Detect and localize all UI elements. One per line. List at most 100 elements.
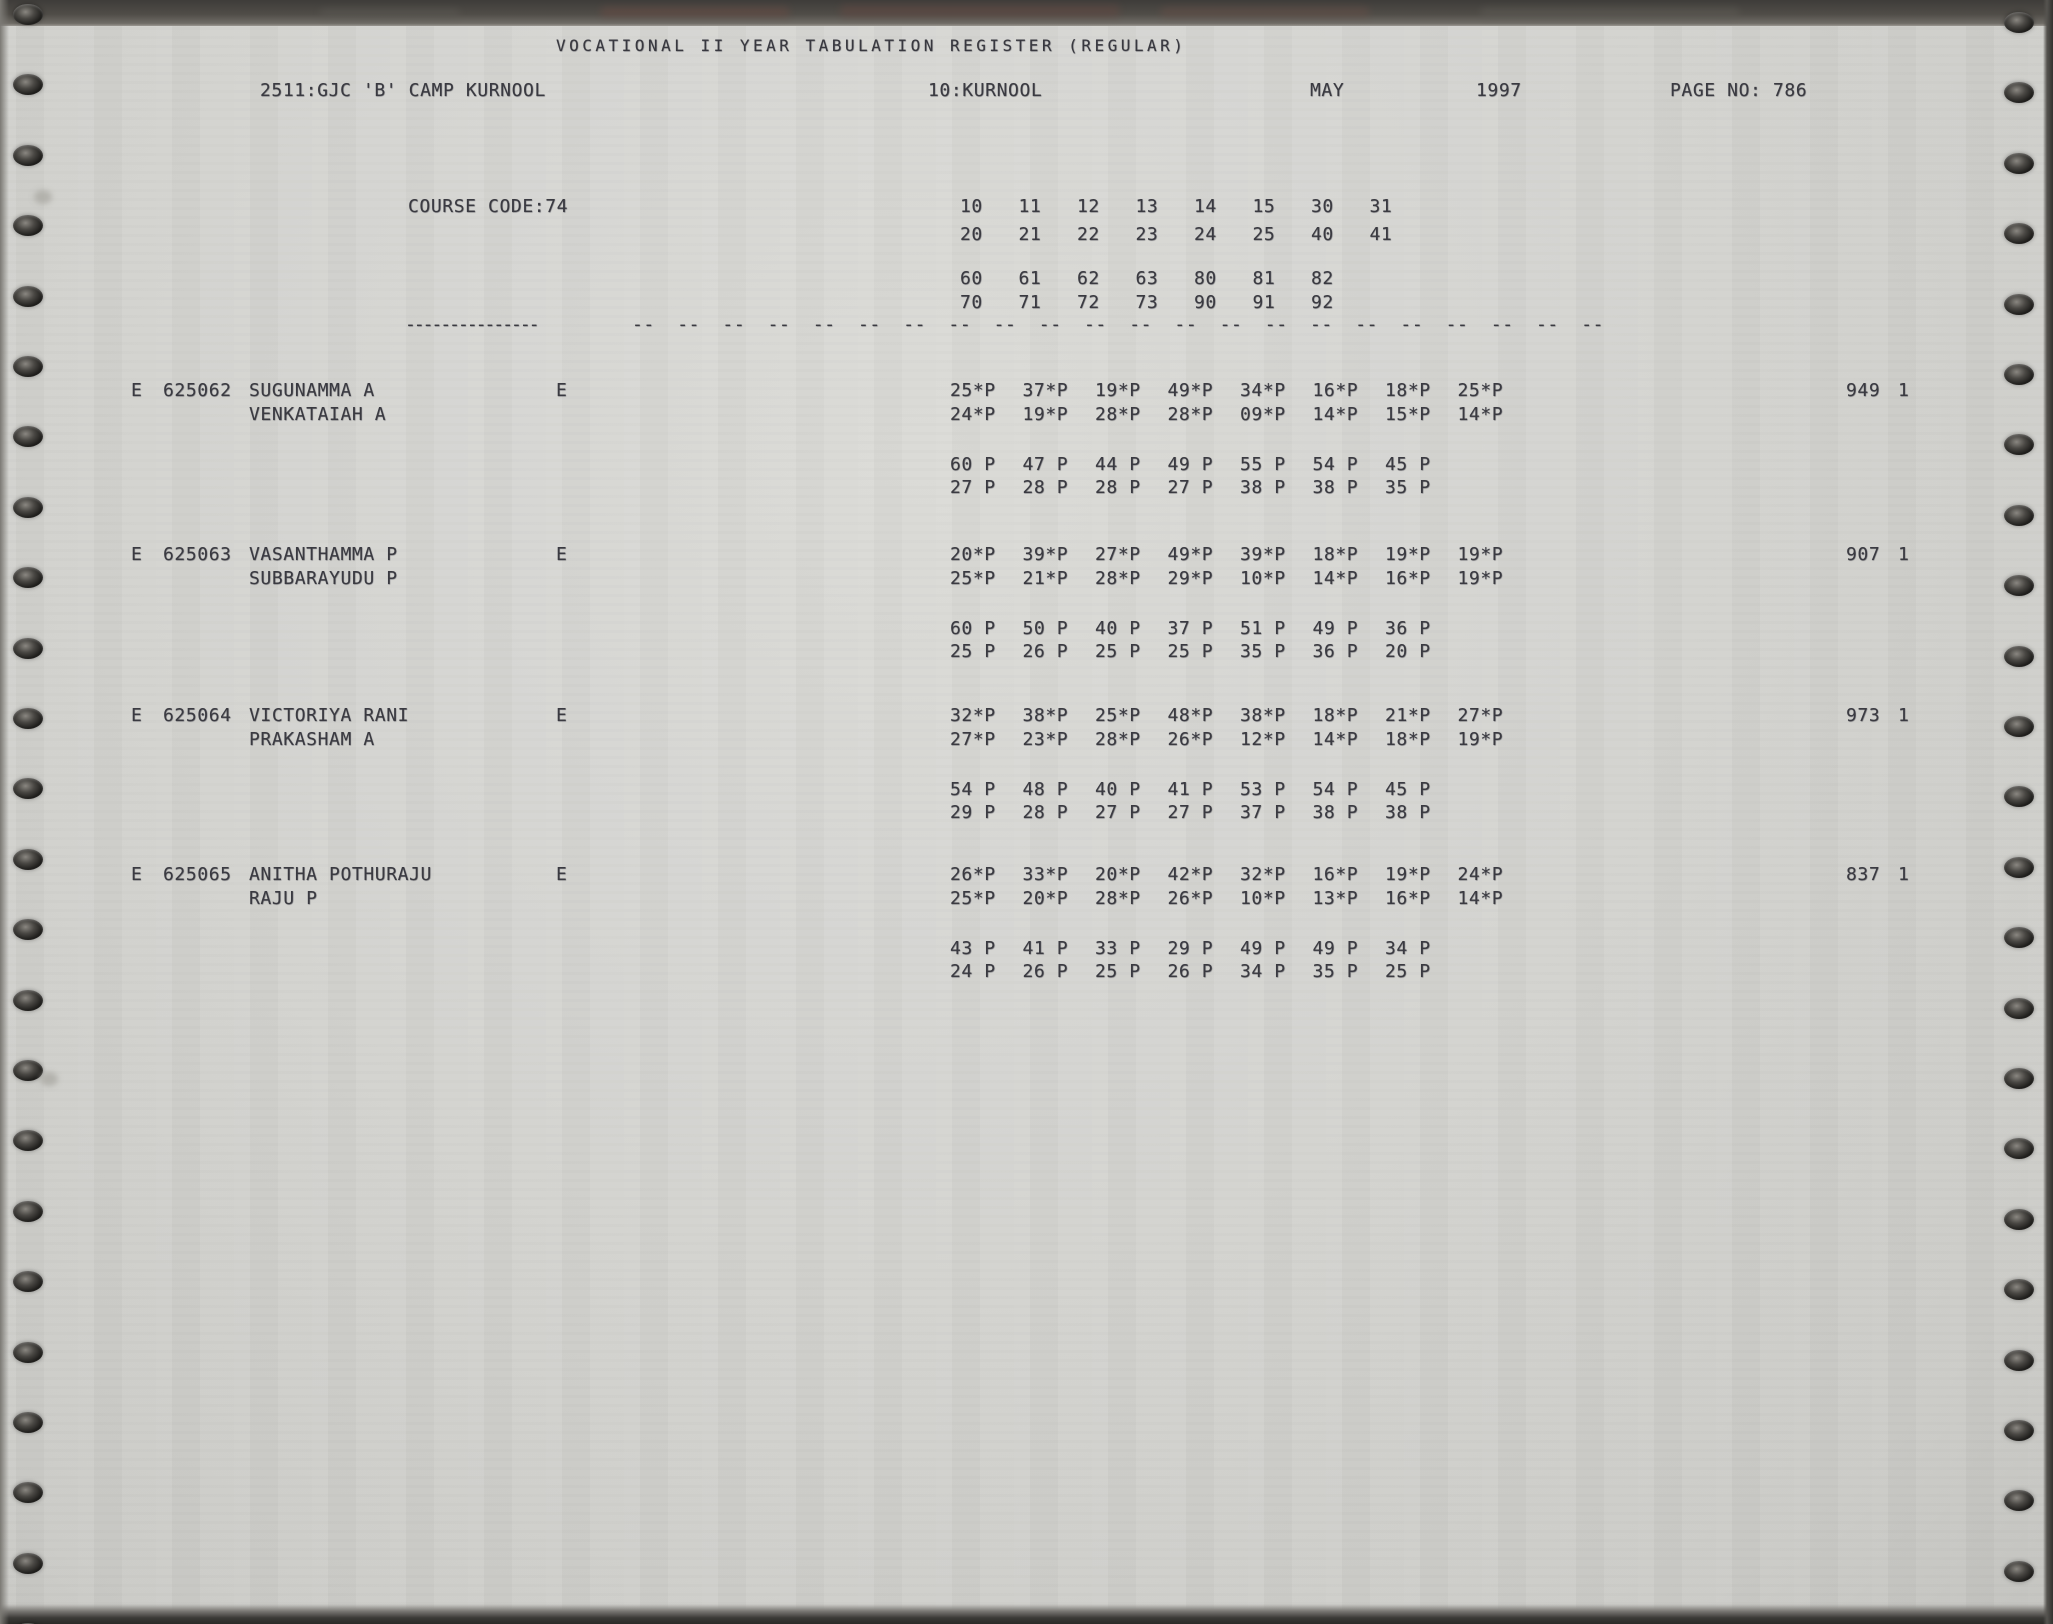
marks-cell: 20*P [1095, 864, 1141, 885]
marks-cell: 27 P [1095, 802, 1141, 823]
student-lang-flag: E [556, 380, 568, 401]
marks-cell: 35 P [1312, 961, 1359, 982]
student-total-marks: 907 [1846, 544, 1881, 565]
page-right-edge [2043, 0, 2053, 1624]
marks-cell: 26 P [1022, 641, 1069, 662]
marks-cell: 28*P [1095, 888, 1141, 909]
student-result-flag: 1 [1898, 705, 1910, 726]
marks-cell: 10*P [1240, 568, 1286, 589]
marks-cell: 27 P [1167, 802, 1214, 823]
marks-cell: 38*P [1022, 705, 1069, 726]
marks-cell: 18*P [1312, 544, 1359, 565]
sprocket-hole [2004, 1138, 2034, 1160]
sprocket-hole [2004, 223, 2034, 245]
student-regno: 625062 [163, 380, 232, 401]
student-name: VASANTHAMMA P [249, 544, 398, 565]
report-title: VOCATIONAL II YEAR TABULATION REGISTER (… [556, 36, 1187, 55]
subject-code: 61 [1018, 268, 1042, 289]
subject-code: 73 [1135, 292, 1159, 313]
marks-cell: 40 P [1095, 779, 1141, 800]
subject-code: 15 [1252, 196, 1276, 217]
marks-cell: 25 P [1095, 961, 1141, 982]
marks-cell: 19*P [1095, 380, 1141, 401]
sprocket-hole [13, 74, 43, 96]
student-name: VICTORIYA RANI [249, 705, 410, 726]
separator-dash-pair: -- [632, 314, 655, 335]
marks-cell: 24 P [950, 961, 996, 982]
marks-cell: 49 P [1240, 938, 1286, 959]
subject-code: 31 [1369, 196, 1393, 217]
separator-dash-pair: -- [1038, 314, 1062, 335]
separator-dash-pair: -- [993, 314, 1017, 335]
marks-cell: 19*P [1457, 544, 1504, 565]
sprocket-hole [13, 919, 43, 941]
student-medium-flag: E [131, 544, 143, 565]
separator-dash-pair: -- [1490, 314, 1514, 335]
subject-code: 40 [1311, 224, 1334, 245]
marks-cell: 45 P [1385, 779, 1431, 800]
exam-year: 1997 [1476, 80, 1522, 101]
student-medium-flag: E [131, 864, 143, 885]
marks-cell: 28*P [1095, 729, 1141, 750]
marks-cell: 18*P [1385, 729, 1431, 750]
marks-cell: 28 P [1022, 802, 1069, 823]
sprocket-hole [2004, 1420, 2034, 1441]
page-left-edge [0, 0, 9, 1624]
marks-cell: 20*P [1022, 888, 1069, 909]
sprocket-hole [2004, 1560, 2034, 1582]
separator-dash-pair: -- [1084, 314, 1107, 335]
subject-code: 13 [1135, 196, 1159, 217]
marks-cell: 60 P [950, 454, 996, 475]
marks-cell: 09*P [1240, 404, 1286, 425]
marks-cell: 16*P [1385, 568, 1431, 589]
subject-code: 81 [1252, 268, 1276, 289]
marks-cell: 38 P [1312, 802, 1359, 823]
separator-dash-pair: -- [903, 314, 927, 335]
sprocket-hole [13, 848, 43, 870]
marks-cell: 27*P [1457, 705, 1504, 726]
sprocket-hole [2004, 293, 2034, 315]
subject-code: 80 [1194, 268, 1217, 289]
sprocket-hole [13, 1482, 43, 1504]
marks-cell: 25 P [1167, 641, 1214, 662]
marks-cell: 38*P [1240, 705, 1286, 726]
marks-cell: 51 P [1240, 618, 1286, 639]
separator-dash-pair: -- [767, 314, 791, 335]
sprocket-hole [2004, 997, 2034, 1019]
subject-code: 21 [1018, 224, 1042, 245]
sprocket-hole [13, 496, 43, 518]
sprocket-hole [2004, 1208, 2034, 1230]
marks-cell: 43 P [950, 938, 996, 959]
sprocket-hole [2004, 575, 2034, 597]
marks-cell: 20 P [1385, 641, 1431, 662]
marks-cell: 36 P [1312, 641, 1359, 662]
marks-cell: 14*P [1312, 568, 1359, 589]
sprocket-hole [13, 1412, 43, 1433]
marks-cell: 37*P [1022, 380, 1069, 401]
marks-cell: 21*P [1385, 705, 1431, 726]
sprocket-hole [13, 1552, 43, 1574]
marks-cell: 26*P [950, 864, 996, 885]
marks-cell: 10*P [1240, 888, 1286, 909]
separator-long-dash: --------------- [405, 314, 540, 335]
marks-cell: 44 P [1095, 454, 1141, 475]
student-regno: 625065 [163, 864, 232, 885]
sprocket-hole [2004, 1490, 2034, 1512]
marks-cell: 40 P [1095, 618, 1141, 639]
sprocket-hole [2004, 152, 2034, 174]
ghost-print-smudge [1160, 7, 1370, 17]
sprocket-hole [13, 567, 43, 589]
subject-code: 10 [960, 196, 983, 217]
course-code-label: COURSE CODE:74 [408, 196, 569, 217]
marks-cell: 27 P [1167, 477, 1214, 498]
district-code-name: 10:KURNOOL [928, 80, 1043, 101]
subject-code: 41 [1369, 224, 1393, 245]
marks-cell: 18*P [1312, 705, 1359, 726]
sprocket-hole [2004, 504, 2034, 526]
marks-cell: 37 P [1240, 802, 1286, 823]
marks-cell: 14*P [1312, 404, 1359, 425]
sprocket-hole [2004, 1349, 2034, 1371]
separator-dash-pair: -- [1129, 314, 1153, 335]
subject-code: 70 [960, 292, 983, 313]
